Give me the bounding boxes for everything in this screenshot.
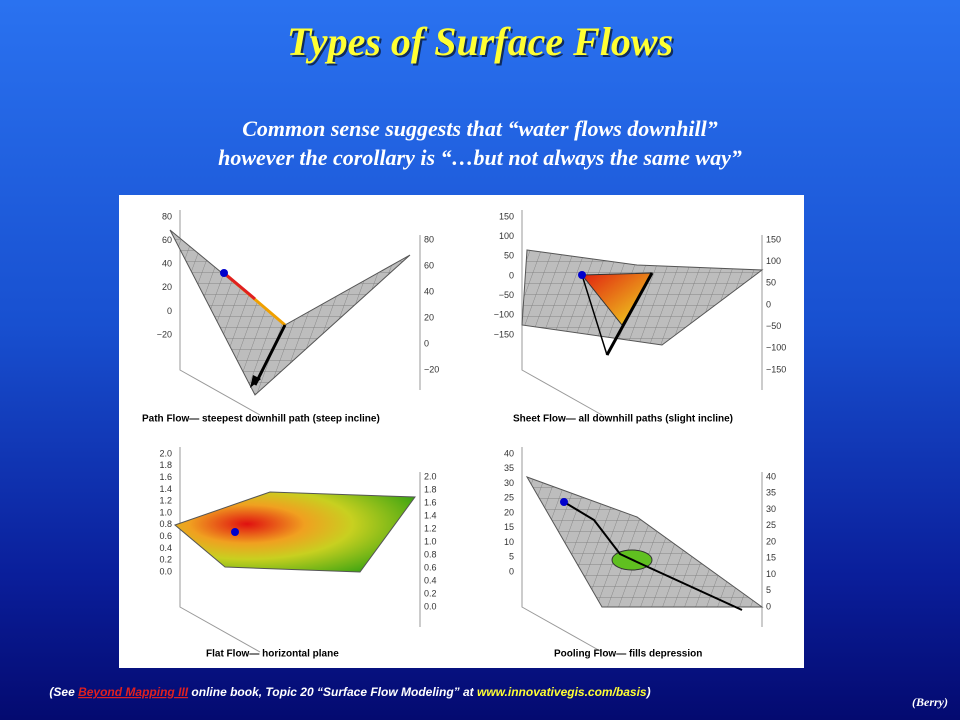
axis-tick-label: 2.0 — [424, 471, 437, 481]
title: Types of Surface Flows — [287, 19, 673, 64]
axis-tick-label: 40 — [766, 471, 776, 481]
axis-tick-label: −100 — [766, 343, 786, 353]
caption: Flat Flow— horizontal plane — [206, 649, 339, 660]
axis-tick-label: 30 — [766, 504, 776, 514]
axis-tick-label: 15 — [766, 553, 776, 563]
axis-tick-label: −150 — [766, 364, 786, 374]
footer-text: online book, Topic 20 “Surface Flow Mode… — [188, 685, 477, 699]
axis-tick-label: 1.2 — [424, 523, 437, 533]
axis-tick-label: 50 — [504, 251, 514, 261]
axis-tick-label: 1.8 — [424, 484, 437, 494]
axis-tick-label: 2.0 — [159, 448, 172, 458]
axis-tick-label: 1.4 — [424, 510, 437, 520]
axis-tick-label: 1.6 — [424, 497, 437, 507]
axis-tick-label: 100 — [499, 231, 514, 241]
axis-tick-label: 0.2 — [159, 555, 172, 565]
caption: Path Flow— steepest downhill path (steep… — [142, 414, 380, 425]
axis-tick-label: 50 — [766, 278, 776, 288]
axis-tick-label: 1.0 — [424, 536, 437, 546]
axis-tick-label: −50 — [499, 290, 514, 300]
axis-tick-label: 15 — [504, 522, 514, 532]
axis-tick-label: −100 — [494, 310, 514, 320]
axis-tick-label: 20 — [424, 312, 434, 322]
axis-tick-label: −50 — [766, 321, 781, 331]
axis-tick-label: 40 — [424, 286, 434, 296]
axis-tick-label: −20 — [157, 329, 172, 339]
footer-note: (See Beyond Mapping III online book, Top… — [49, 685, 650, 699]
axis-tick-label: 0 — [167, 306, 172, 316]
axis-tick-label: 1.0 — [159, 507, 172, 517]
axis-tick-label: 5 — [509, 552, 514, 562]
footer-url[interactable]: www.innovativegis.com/basis — [477, 685, 647, 699]
footer-text: (See — [49, 685, 78, 699]
axis-tick-label: 0.4 — [159, 543, 172, 553]
axis-tick-label: 1.6 — [159, 472, 172, 482]
axis-tick-label: 0.0 — [424, 601, 437, 611]
axis-tick-label: 40 — [162, 259, 172, 269]
axis-tick-label: 0.4 — [424, 575, 437, 585]
axis-tick-label: 25 — [766, 520, 776, 530]
axis-tick-label: 0 — [766, 601, 771, 611]
axis-tick-label: 1.8 — [159, 460, 172, 470]
axis-tick-label: 80 — [424, 234, 434, 244]
axis-tick-label: 0.6 — [159, 531, 172, 541]
axis-tick-label: 1.4 — [159, 484, 172, 494]
axis-tick-label: −20 — [424, 364, 439, 374]
axis-tick-label: 10 — [766, 569, 776, 579]
axis-tick-label: 60 — [162, 235, 172, 245]
caption: Pooling Flow— fills depression — [554, 649, 702, 660]
axis-tick-label: 30 — [504, 478, 514, 488]
axis-tick-label: 150 — [766, 234, 781, 244]
footer-link[interactable]: Beyond Mapping III — [78, 685, 189, 699]
credit: (Berry) — [912, 695, 948, 709]
axis-tick-label: 40 — [504, 448, 514, 458]
axis-tick-label: 0.6 — [424, 562, 437, 572]
title-shadow: Types of Surface Flows — [289, 21, 675, 66]
surface-plot — [174, 447, 421, 653]
axis-tick-label: 0 — [509, 566, 514, 576]
axis-tick-label: 25 — [504, 493, 514, 503]
axis-tick-label: 35 — [504, 463, 514, 473]
axis-tick-label: 0.0 — [159, 566, 172, 576]
axis-tick-label: 0.8 — [159, 519, 172, 529]
axis-tick-label: 35 — [766, 488, 776, 498]
axis-tick-label: 10 — [504, 537, 514, 547]
subtitle: however the corollary is “…but not alway… — [218, 145, 742, 170]
axis-tick-label: 0.8 — [424, 549, 437, 559]
axis-tick-label: 80 — [162, 211, 172, 221]
axis-tick-label: 150 — [499, 211, 514, 221]
axis-tick-label: 0 — [424, 338, 429, 348]
axis-tick-label: 100 — [766, 256, 781, 266]
axis-tick-label: 20 — [162, 282, 172, 292]
surface-plot — [521, 210, 764, 416]
axis-tick-label: 0 — [766, 299, 771, 309]
subtitle: Common sense suggests that “water flows … — [242, 116, 718, 141]
caption: Sheet Flow— all downhill paths (slight i… — [513, 414, 733, 425]
surface-plot — [521, 447, 764, 653]
surface-plot — [169, 210, 421, 416]
axis-tick-label: 0.2 — [424, 588, 437, 598]
footer-text: ) — [645, 685, 651, 699]
axis-tick-label: 0 — [509, 270, 514, 280]
axis-tick-label: 20 — [504, 507, 514, 517]
axis-tick-label: 5 — [766, 585, 771, 595]
axis-tick-label: 1.2 — [159, 496, 172, 506]
axis-tick-label: 60 — [424, 260, 434, 270]
axis-tick-label: −150 — [494, 329, 514, 339]
axis-tick-label: 20 — [766, 536, 776, 546]
